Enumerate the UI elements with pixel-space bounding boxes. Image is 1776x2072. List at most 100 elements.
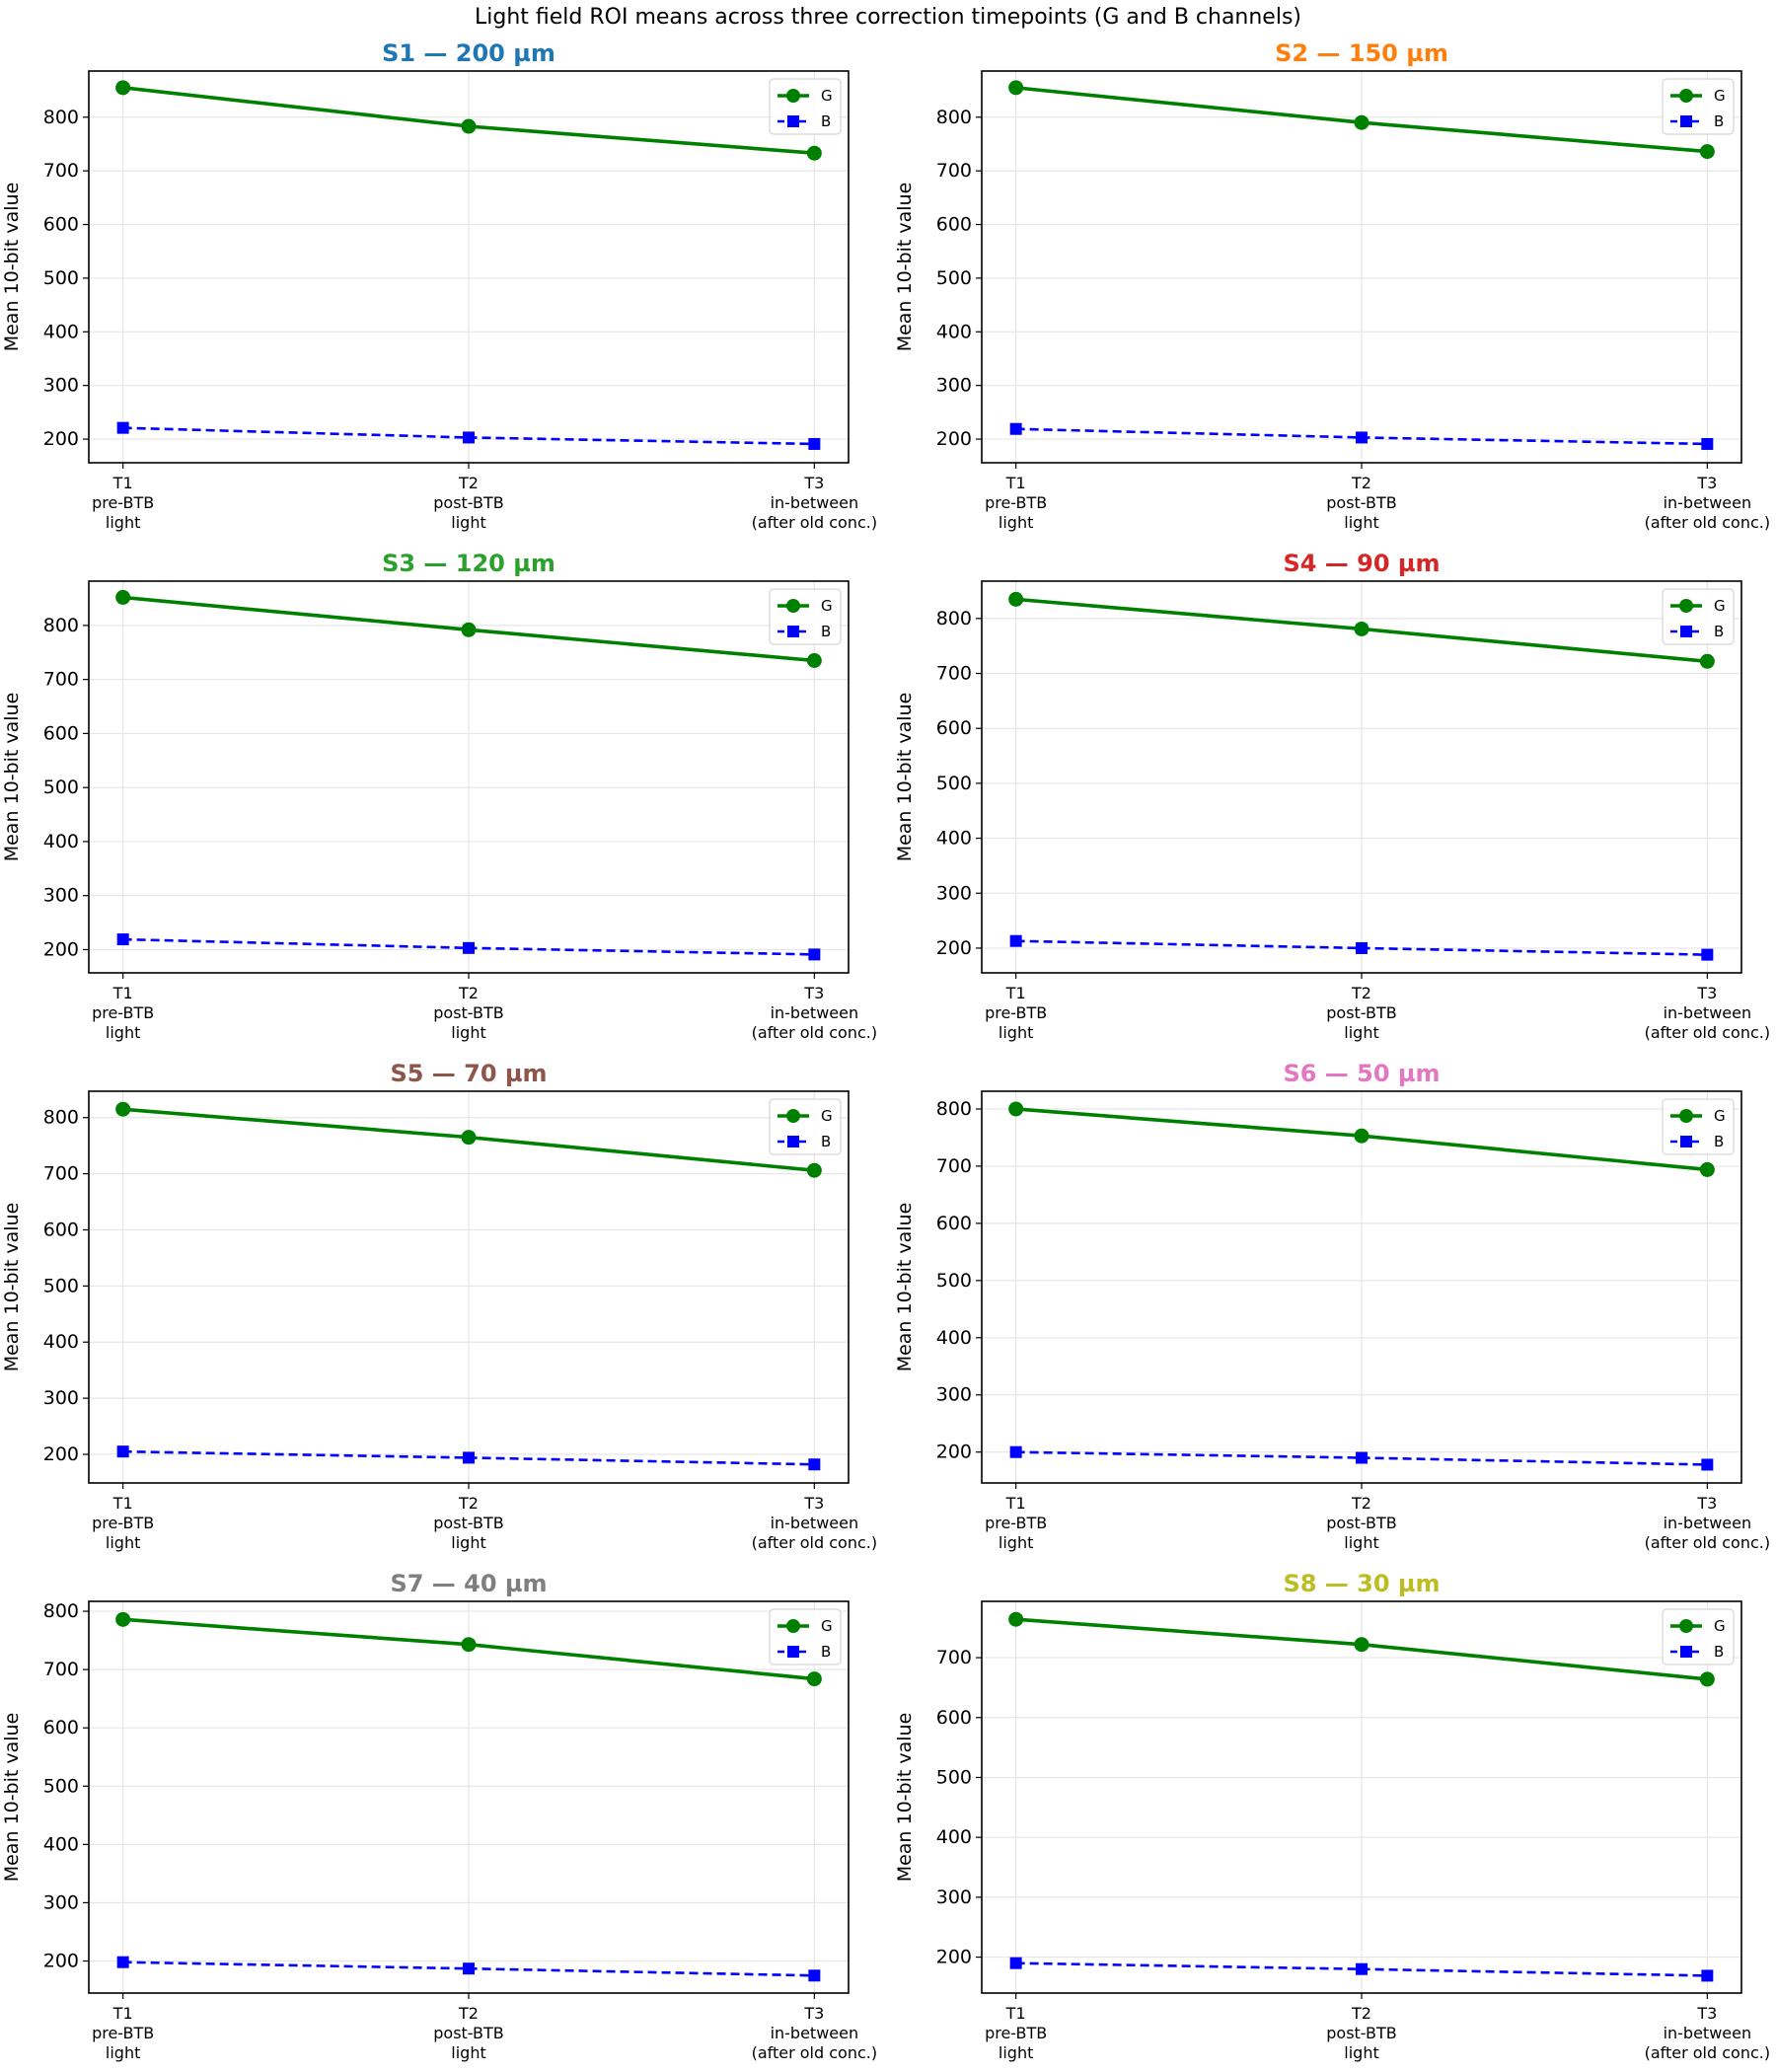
y-tick-label: 200: [936, 1947, 972, 1968]
legend-label-B: B: [1714, 1133, 1724, 1150]
data-point-G: [806, 1671, 822, 1687]
data-point-B: [808, 1969, 821, 1982]
legend-label-B: B: [821, 1133, 831, 1150]
x-tick-label: light: [1344, 2043, 1378, 2062]
x-tick-label: (after old conc.): [752, 513, 878, 532]
subplot-3: S3 — 120 µm 200 300 400 500 600 700 800 T1pre-BT…: [1, 550, 877, 1042]
legend-label-B: B: [821, 623, 831, 640]
y-tick-label: 200: [936, 937, 972, 959]
x-tick-label: T1: [1005, 2004, 1026, 2023]
y-tick-label: 200: [43, 938, 79, 960]
y-tick-label: 600: [936, 1213, 972, 1234]
x-tick-label: (after old conc.): [752, 1533, 878, 1552]
x-tick-label: in-between: [1664, 1514, 1752, 1532]
y-tick-label: 500: [936, 773, 972, 794]
legend-marker-B: [1680, 1646, 1692, 1658]
legend: GB: [1662, 1608, 1735, 1665]
x-tick-label: T1: [112, 474, 133, 492]
y-tick-label: 800: [936, 1098, 972, 1120]
subplot-title: S8 — 30 µm: [1283, 1570, 1440, 1597]
x-tick-label: light: [451, 1533, 485, 1552]
x-tick-label: T1: [1005, 474, 1026, 492]
x-tick-label: T2: [1351, 474, 1371, 492]
x-tick-label: pre-BTB: [985, 1514, 1047, 1532]
y-tick-label: 300: [43, 375, 79, 397]
y-axis-label: Mean 10-bit value: [894, 693, 916, 862]
x-tick-label: light: [106, 2043, 140, 2062]
data-point-G: [806, 652, 822, 668]
x-tick-label: T2: [1351, 984, 1371, 1002]
data-point-G: [1354, 621, 1369, 636]
subplot-2: S2 — 150 µm 200 300 400 500 600 700 800 T1pre-BT…: [894, 39, 1770, 532]
x-tick-label: pre-BTB: [985, 2024, 1047, 2042]
legend-label-G: G: [1714, 597, 1726, 615]
legend-marker-B: [1680, 115, 1692, 127]
y-axis-label: Mean 10-bit value: [894, 1713, 916, 1883]
x-tick-label: post-BTB: [1326, 493, 1396, 512]
x-tick-label: light: [451, 2043, 485, 2062]
data-point-G: [1008, 80, 1024, 96]
legend-marker-G: [1679, 89, 1693, 103]
legend-label-G: G: [821, 597, 833, 615]
legend-label-B: B: [1714, 623, 1724, 640]
y-tick-label: 700: [936, 663, 972, 685]
data-point-B: [1701, 1969, 1714, 1982]
y-tick-label: 800: [936, 608, 972, 629]
subplot-1: S1 — 200 µm 200 300 400 500 600 700 800 T1pre-BT…: [1, 39, 877, 532]
y-tick-label: 600: [936, 1707, 972, 1729]
axes-frame: [88, 1600, 850, 1994]
x-tick-label: pre-BTB: [985, 1003, 1047, 1022]
x-tick-label: pre-BTB: [92, 1514, 154, 1532]
x-tick-label: post-BTB: [433, 2024, 503, 2042]
y-tick-label: 500: [936, 1270, 972, 1292]
data-point-B: [463, 431, 475, 444]
data-point-G: [1354, 114, 1369, 130]
legend-label-B: B: [1714, 1643, 1724, 1661]
x-tick-label: light: [106, 513, 140, 532]
x-tick-label: pre-BTB: [985, 493, 1047, 512]
y-tick-label: 700: [936, 1155, 972, 1177]
data-point-G: [1008, 591, 1024, 607]
subplot-5: S5 — 70 µm 200 300 400 500 600 700 800 T1pre-BTB…: [1, 1060, 877, 1552]
data-point-B: [463, 1962, 475, 1975]
legend-label-G: G: [821, 1107, 833, 1125]
y-tick-label: 500: [43, 1275, 79, 1296]
axes-frame: [981, 1090, 1742, 1484]
data-point-B: [1009, 422, 1022, 435]
legend-label-G: G: [1714, 1107, 1726, 1125]
data-point-G: [461, 1637, 477, 1653]
y-tick-label: 700: [43, 1163, 79, 1185]
data-point-B: [1701, 437, 1714, 450]
subplot-7: S7 — 40 µm 200 300 400 500 600 700 800 T1pre-BTB…: [1, 1570, 877, 2062]
x-tick-label: T1: [1005, 984, 1026, 1002]
x-tick-label: pre-BTB: [92, 2024, 154, 2042]
y-tick-label: 500: [43, 1775, 79, 1797]
y-tick-label: 800: [936, 107, 972, 128]
y-tick-label: 400: [936, 1826, 972, 1848]
data-point-G: [1354, 1128, 1369, 1144]
data-point-B: [808, 948, 821, 961]
x-tick-label: in-between: [1664, 2024, 1752, 2042]
data-point-B: [808, 437, 821, 450]
y-tick-label: 300: [936, 1384, 972, 1406]
data-point-G: [806, 1162, 822, 1178]
legend-label-G: G: [1714, 1617, 1726, 1635]
legend-marker-G: [786, 1109, 800, 1123]
x-tick-label: T1: [112, 2004, 133, 2023]
y-tick-label: 300: [936, 375, 972, 397]
x-tick-label: T1: [1005, 1494, 1026, 1513]
y-axis-label: Mean 10-bit value: [894, 183, 916, 352]
data-point-G: [461, 1130, 477, 1146]
legend-marker-B: [787, 1646, 799, 1658]
y-tick-label: 300: [936, 1887, 972, 1908]
y-tick-label: 600: [43, 722, 79, 744]
x-tick-label: (after old conc.): [1645, 513, 1771, 532]
y-tick-label: 300: [43, 1387, 79, 1409]
data-point-G: [115, 1611, 131, 1627]
subplot-6: S6 — 50 µm 200 300 400 500 600 700 800 T1pre-BTB…: [894, 1060, 1770, 1552]
y-tick-label: 700: [43, 1659, 79, 1680]
x-tick-label: post-BTB: [1326, 1514, 1396, 1532]
y-axis-label: Mean 10-bit value: [1, 183, 23, 352]
x-tick-label: (after old conc.): [752, 1023, 878, 1042]
